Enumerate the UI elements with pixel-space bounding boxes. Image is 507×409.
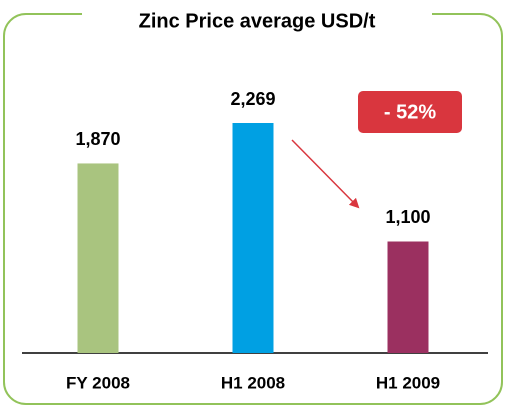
annotation: - 52%	[384, 101, 436, 123]
value-label: 1,100	[385, 207, 430, 227]
bar	[232, 123, 274, 353]
x-tick-label: H1 2008	[221, 373, 285, 392]
value-label: 1,870	[75, 129, 120, 149]
x-tick-label: FY 2008	[66, 373, 130, 392]
annotation-box	[358, 91, 462, 133]
title-backdrop	[82, 4, 432, 38]
x-tick-label: H1 2009	[376, 373, 440, 392]
value-label: 2,269	[230, 89, 275, 109]
chart-title: Zinc Price average USD/t	[139, 10, 376, 32]
bar	[77, 163, 119, 353]
arrow	[291, 139, 360, 209]
bar	[387, 241, 429, 353]
